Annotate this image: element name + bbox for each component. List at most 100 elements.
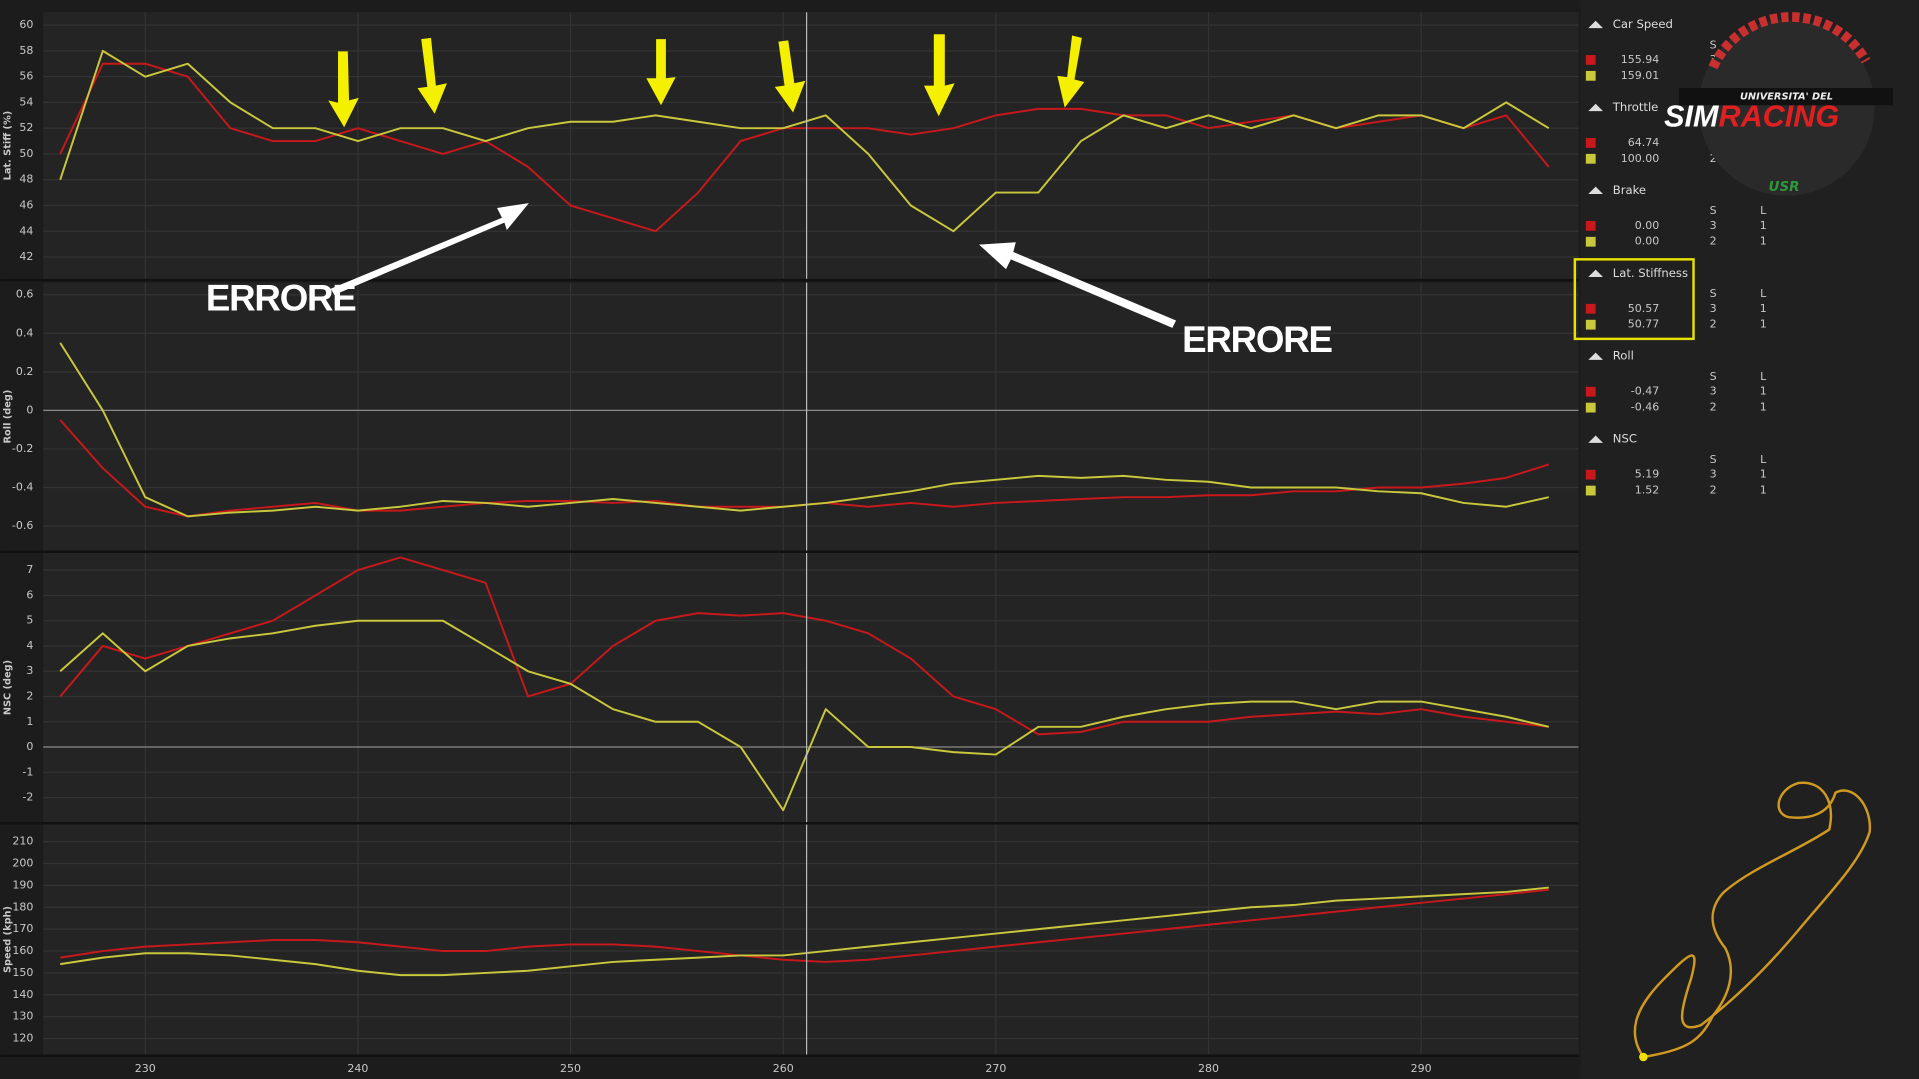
lap-value: 1 [1760, 219, 1767, 232]
y-tick-label: 42 [19, 250, 33, 263]
channel-name: Brake [1613, 183, 1646, 197]
annotation: ERRORE [206, 278, 356, 319]
yellow-arrows [328, 34, 1085, 128]
x-tick-label: 260 [773, 1062, 794, 1075]
y-tick-label: -2 [22, 791, 33, 804]
series-swatch [1585, 220, 1596, 231]
y-axis-label: Speed (kph) [3, 906, 14, 973]
series-swatch [1585, 402, 1596, 413]
lap-value: 1 [1760, 318, 1767, 331]
lap-value: 1 [1760, 235, 1767, 248]
stint-value: 3 [1710, 219, 1717, 232]
y-tick-label: 170 [12, 922, 33, 935]
x-tick-label: 280 [1198, 1062, 1219, 1075]
channel-value: 159.01 [1621, 69, 1660, 82]
y-tick-label: 54 [19, 95, 33, 108]
logo-band [1678, 88, 1893, 106]
y-tick-label: 140 [12, 988, 33, 1001]
y-tick-label: 180 [12, 900, 33, 913]
y-tick-label: 5 [26, 614, 33, 627]
column-header: L [1760, 453, 1767, 466]
y-tick-label: 52 [19, 121, 33, 134]
column-header: S [1710, 453, 1717, 466]
y-tick-label: 50 [19, 147, 33, 160]
lap-value: 1 [1760, 468, 1767, 481]
stint-value: 3 [1710, 385, 1717, 398]
channel-value: 0.00 [1635, 219, 1660, 232]
channel-value: 100.00 [1621, 152, 1660, 165]
series-swatch [1585, 137, 1596, 148]
series-line [59, 49, 1550, 233]
annotation: ERRORE [1182, 319, 1332, 360]
series-line [59, 342, 1550, 518]
collapse-icon [1588, 103, 1603, 112]
y-tick-label: 0 [26, 740, 33, 753]
channel-name: Car Speed [1613, 17, 1673, 31]
arrow [330, 203, 529, 295]
series-swatch [1585, 70, 1596, 81]
stint-value: 2 [1710, 318, 1717, 331]
series-line [59, 556, 1549, 736]
y-tick-label: 44 [19, 224, 33, 237]
stint-value: 2 [1710, 152, 1717, 165]
series-swatch [1585, 236, 1596, 247]
lap-value: 1 [1760, 484, 1767, 497]
column-header: S [1710, 370, 1717, 383]
channel-value: 155.94 [1621, 53, 1660, 66]
y-tick-label: 150 [12, 966, 33, 979]
channel-value: 1.52 [1635, 484, 1660, 497]
plot-area [43, 282, 1579, 551]
arrow [417, 37, 447, 114]
channel-value: 64.74 [1628, 136, 1660, 149]
logo-main: SIMRACING [1664, 100, 1839, 134]
plot-area [43, 12, 1579, 279]
logo-disc [1698, 19, 1875, 196]
y-tick-label: 1 [26, 715, 33, 728]
y-tick-label: -0.6 [12, 519, 33, 532]
column-header: S [1710, 204, 1717, 217]
highlight-box [1573, 258, 1695, 341]
y-axis-label: Roll (deg) [3, 390, 14, 444]
lap-value: 1 [1760, 385, 1767, 398]
y-tick-label: 210 [12, 835, 33, 848]
series-swatch [1585, 55, 1596, 65]
y-tick-label: 7 [26, 563, 33, 576]
lap-value: 1 [1760, 401, 1767, 414]
lap-value: 1 [1760, 302, 1767, 315]
x-tick-label: 240 [347, 1062, 368, 1075]
stint-value: 2 [1710, 484, 1717, 497]
channel-value: 50.77 [1628, 318, 1660, 331]
y-tick-label: 3 [26, 664, 33, 677]
channel-value: 0.00 [1635, 235, 1660, 248]
channel-name: NSC [1613, 432, 1637, 446]
collapse-icon [1588, 186, 1603, 195]
arrow [1057, 35, 1085, 108]
series-line [60, 888, 1549, 963]
y-tick-label: 2 [26, 689, 33, 702]
y-tick-label: 190 [12, 878, 33, 891]
stint-value: 2 [1710, 401, 1717, 414]
collapse-icon [1588, 352, 1603, 360]
plot-area [43, 552, 1579, 823]
channel-value: -0.47 [1631, 385, 1659, 398]
stint-value: 3 [1710, 468, 1717, 481]
stint-value: 3 [1710, 302, 1717, 315]
logo-gauge [1708, 12, 1871, 70]
collapse-icon [1588, 20, 1603, 29]
series-line [60, 886, 1549, 977]
channel-value: 5.19 [1635, 468, 1660, 481]
collapse-icon [1588, 435, 1603, 443]
y-tick-label: 0 [26, 403, 33, 416]
arrow [774, 40, 806, 113]
y-tick-label: 6 [26, 588, 33, 601]
track-position [1639, 1052, 1648, 1062]
y-tick-label: 58 [19, 44, 33, 57]
x-tick-label: 230 [135, 1062, 156, 1075]
y-tick-label: -1 [22, 765, 33, 778]
y-tick-label: -0.4 [12, 480, 33, 493]
arrow [924, 34, 955, 117]
y-tick-label: 48 [19, 173, 33, 186]
logo-top: UNIVERSITA' DEL [1740, 92, 1833, 103]
column-header: L [1760, 287, 1767, 300]
